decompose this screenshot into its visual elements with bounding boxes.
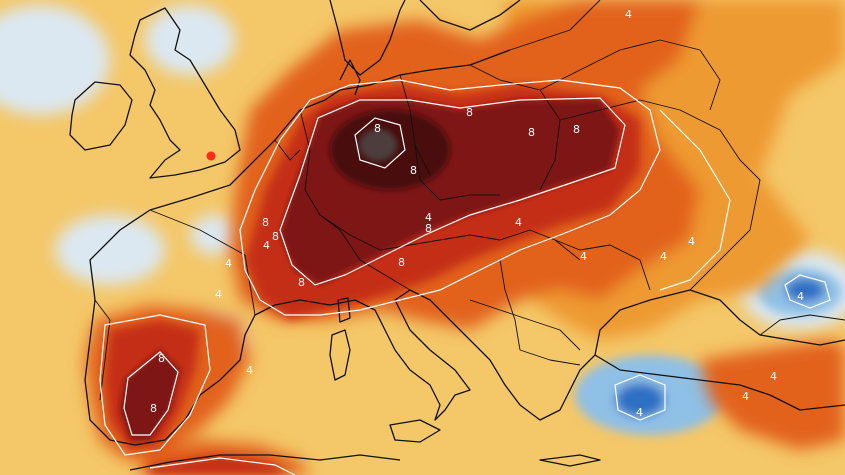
coastline-north-africa xyxy=(129,454,401,471)
contour-label-8: 8 xyxy=(374,122,381,135)
contour-label-8: 8 xyxy=(298,276,305,289)
border-ukraine xyxy=(559,99,761,291)
border-baltics xyxy=(509,0,601,51)
coastline-mainland-europe xyxy=(149,49,511,211)
coastline-finland xyxy=(419,0,521,31)
cool-patch-atlantic xyxy=(55,215,165,285)
coastline-anatolia xyxy=(594,354,845,411)
contour-label-4: 4 xyxy=(660,250,667,263)
cold-core-caspian xyxy=(785,278,825,302)
contour-label-8: 8 xyxy=(150,402,157,415)
coastline-balkans xyxy=(449,319,596,421)
coastline-corsica xyxy=(337,297,351,323)
cool-patch-northsea xyxy=(145,5,235,75)
coastline-sardinia xyxy=(329,329,351,381)
border-belarus xyxy=(539,39,721,111)
border-romania xyxy=(554,239,651,291)
border-poland-east xyxy=(469,64,561,191)
border-czech-austria xyxy=(414,144,500,201)
contour-label-8: 8 xyxy=(425,222,432,235)
contour-label-4: 4 xyxy=(515,216,522,229)
contour-label-4: 4 xyxy=(580,250,587,263)
contour-label-8: 8 xyxy=(272,230,279,243)
coastline-great-britain xyxy=(129,7,241,179)
contour-label-8: 8 xyxy=(398,256,405,269)
coastline-ireland xyxy=(69,81,133,151)
warm-zone-turkey xyxy=(700,340,845,450)
contour-8-central xyxy=(279,97,626,286)
contour-label-4: 4 xyxy=(688,235,695,248)
location-dot-icon xyxy=(206,151,216,161)
contour-label-8: 8 xyxy=(262,216,269,229)
contour-4-caspian xyxy=(784,274,831,309)
border-balkans-inner xyxy=(469,299,581,351)
border-caucasus xyxy=(759,314,845,336)
contour-4-north-africa xyxy=(149,457,296,475)
border-greece-north xyxy=(519,349,581,366)
contour-label-4: 4 xyxy=(797,290,804,303)
contour-label-8: 8 xyxy=(528,126,535,139)
contour-label-4: 4 xyxy=(770,370,777,383)
coastline-sicily xyxy=(389,419,441,443)
contour-4-iberia xyxy=(99,314,211,456)
cold-core-anatolia xyxy=(615,383,665,417)
contour-label-4: 4 xyxy=(246,364,253,377)
coastline-italy xyxy=(329,289,471,421)
contour-label-4: 4 xyxy=(742,390,749,403)
contour-label-8: 8 xyxy=(573,123,580,136)
contour-label-4: 4 xyxy=(263,239,270,252)
contour-label-4: 4 xyxy=(215,288,222,301)
contour-label-4: 4 xyxy=(625,8,632,21)
contour-label-8: 8 xyxy=(410,164,417,177)
border-benelux xyxy=(274,139,301,161)
contour-label-4: 4 xyxy=(425,211,432,224)
extreme-core xyxy=(360,130,396,160)
contour-label-4: 4 xyxy=(636,406,643,419)
contour-4-east xyxy=(659,109,731,291)
border-portugal xyxy=(94,299,111,401)
coastline-scandinavia xyxy=(329,0,406,76)
contour-4-anatolia xyxy=(614,374,666,421)
border-germany-poland xyxy=(399,74,431,176)
border-italy-alps xyxy=(339,229,411,291)
contour-8-germany-core xyxy=(354,117,406,169)
border-hungary xyxy=(469,229,581,261)
border-alps xyxy=(319,214,471,251)
country-borders xyxy=(94,0,845,401)
contour-8-iberia xyxy=(123,351,179,436)
border-france-germany xyxy=(299,109,341,231)
contour-label-4: 4 xyxy=(225,257,232,270)
coastline-black-sea xyxy=(594,289,845,356)
contour-label-8: 8 xyxy=(466,106,473,119)
contour-lines xyxy=(99,79,831,475)
border-serbia xyxy=(499,259,521,351)
cool-patch-northwest xyxy=(0,5,110,115)
contour-4-central xyxy=(239,79,661,316)
coastline-crete xyxy=(539,454,601,467)
border-france-spain xyxy=(149,209,256,316)
contour-label-8: 8 xyxy=(158,352,165,365)
